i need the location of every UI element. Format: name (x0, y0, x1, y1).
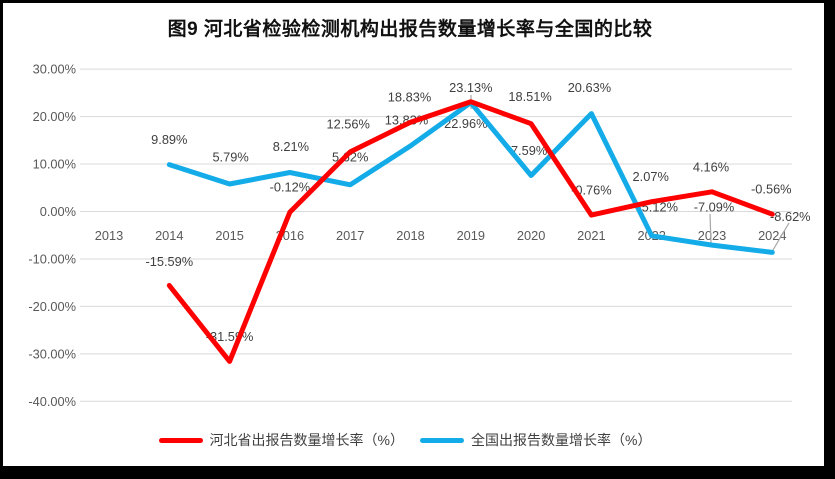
data-label-hebei: -0.56% (751, 182, 792, 197)
data-label-hebei: 23.13% (449, 80, 492, 95)
x-tick-label: 2021 (577, 228, 605, 243)
y-tick-label: 10.00% (33, 157, 76, 172)
data-label-national: 13.83% (385, 112, 428, 127)
data-label-hebei: 12.56% (326, 116, 369, 131)
series-line-hebei (166, 99, 775, 364)
chart-title: 图9 河北省检验检测机构出报告数量增长率与全国的比较 (167, 19, 653, 40)
data-label-hebei: 4.16% (693, 159, 729, 174)
data-label-hebei: 18.83% (388, 90, 431, 105)
legend-label-hebei: 河北省出报告数量增长率（%） (209, 432, 404, 448)
legend-item-national: 全国出报告数量增长率（%） (420, 430, 651, 450)
legend-item-hebei: 河北省出报告数量增长率（%） (158, 430, 404, 450)
page-border-bottom (0, 466, 835, 479)
y-tick-label: -30.00% (28, 346, 76, 361)
x-tick-label: 2019 (457, 228, 485, 243)
x-tick-label: 2013 (95, 228, 123, 243)
data-label-hebei: -0.76% (571, 183, 612, 198)
y-tick-label: -20.00% (28, 299, 76, 314)
y-tick-label: -10.00% (28, 251, 76, 266)
data-label-national: 8.21% (273, 139, 309, 154)
data-label-hebei: -0.12% (270, 180, 311, 195)
data-label-national: 9.89% (151, 132, 187, 147)
label-leader-line (709, 213, 712, 244)
legend-label-national: 全国出报告数量增长率（%） (471, 432, 652, 448)
legend-swatch-hebei (158, 437, 203, 443)
data-label-national: 20.63% (568, 80, 611, 95)
data-label-hebei: 18.51% (508, 89, 551, 104)
data-label-national: 7.59% (511, 143, 547, 158)
y-tick-label: -40.00% (28, 394, 76, 409)
data-label-national: -7.09% (694, 200, 735, 215)
page-border-top (0, 0, 835, 3)
page-border-left (0, 0, 3, 479)
x-tick-label: 2023 (698, 228, 726, 243)
legend: 河北省出报告数量增长率（%） 全国出报告数量增长率（%） (0, 430, 810, 450)
data-label-national: 5.79% (212, 150, 248, 165)
label-leader-line (772, 222, 790, 251)
legend-swatch-national (420, 437, 464, 443)
y-tick-label: 30.00% (33, 62, 76, 77)
x-tick-label: 2014 (155, 228, 183, 243)
data-label-hebei: 2.07% (633, 169, 669, 184)
data-label-hebei: -15.59% (145, 254, 193, 269)
x-tick-label: 2018 (396, 228, 424, 243)
x-tick-label: 2015 (215, 228, 243, 243)
x-tick-label: 2020 (517, 228, 545, 243)
y-tick-label: 20.00% (33, 109, 76, 124)
data-label-national: 22.96% (444, 116, 487, 131)
data-label-national: -8.62% (770, 209, 811, 224)
y-tick-label: 0.00% (40, 204, 76, 219)
x-tick-label: 2017 (336, 228, 364, 243)
page-border-right (824, 0, 835, 479)
